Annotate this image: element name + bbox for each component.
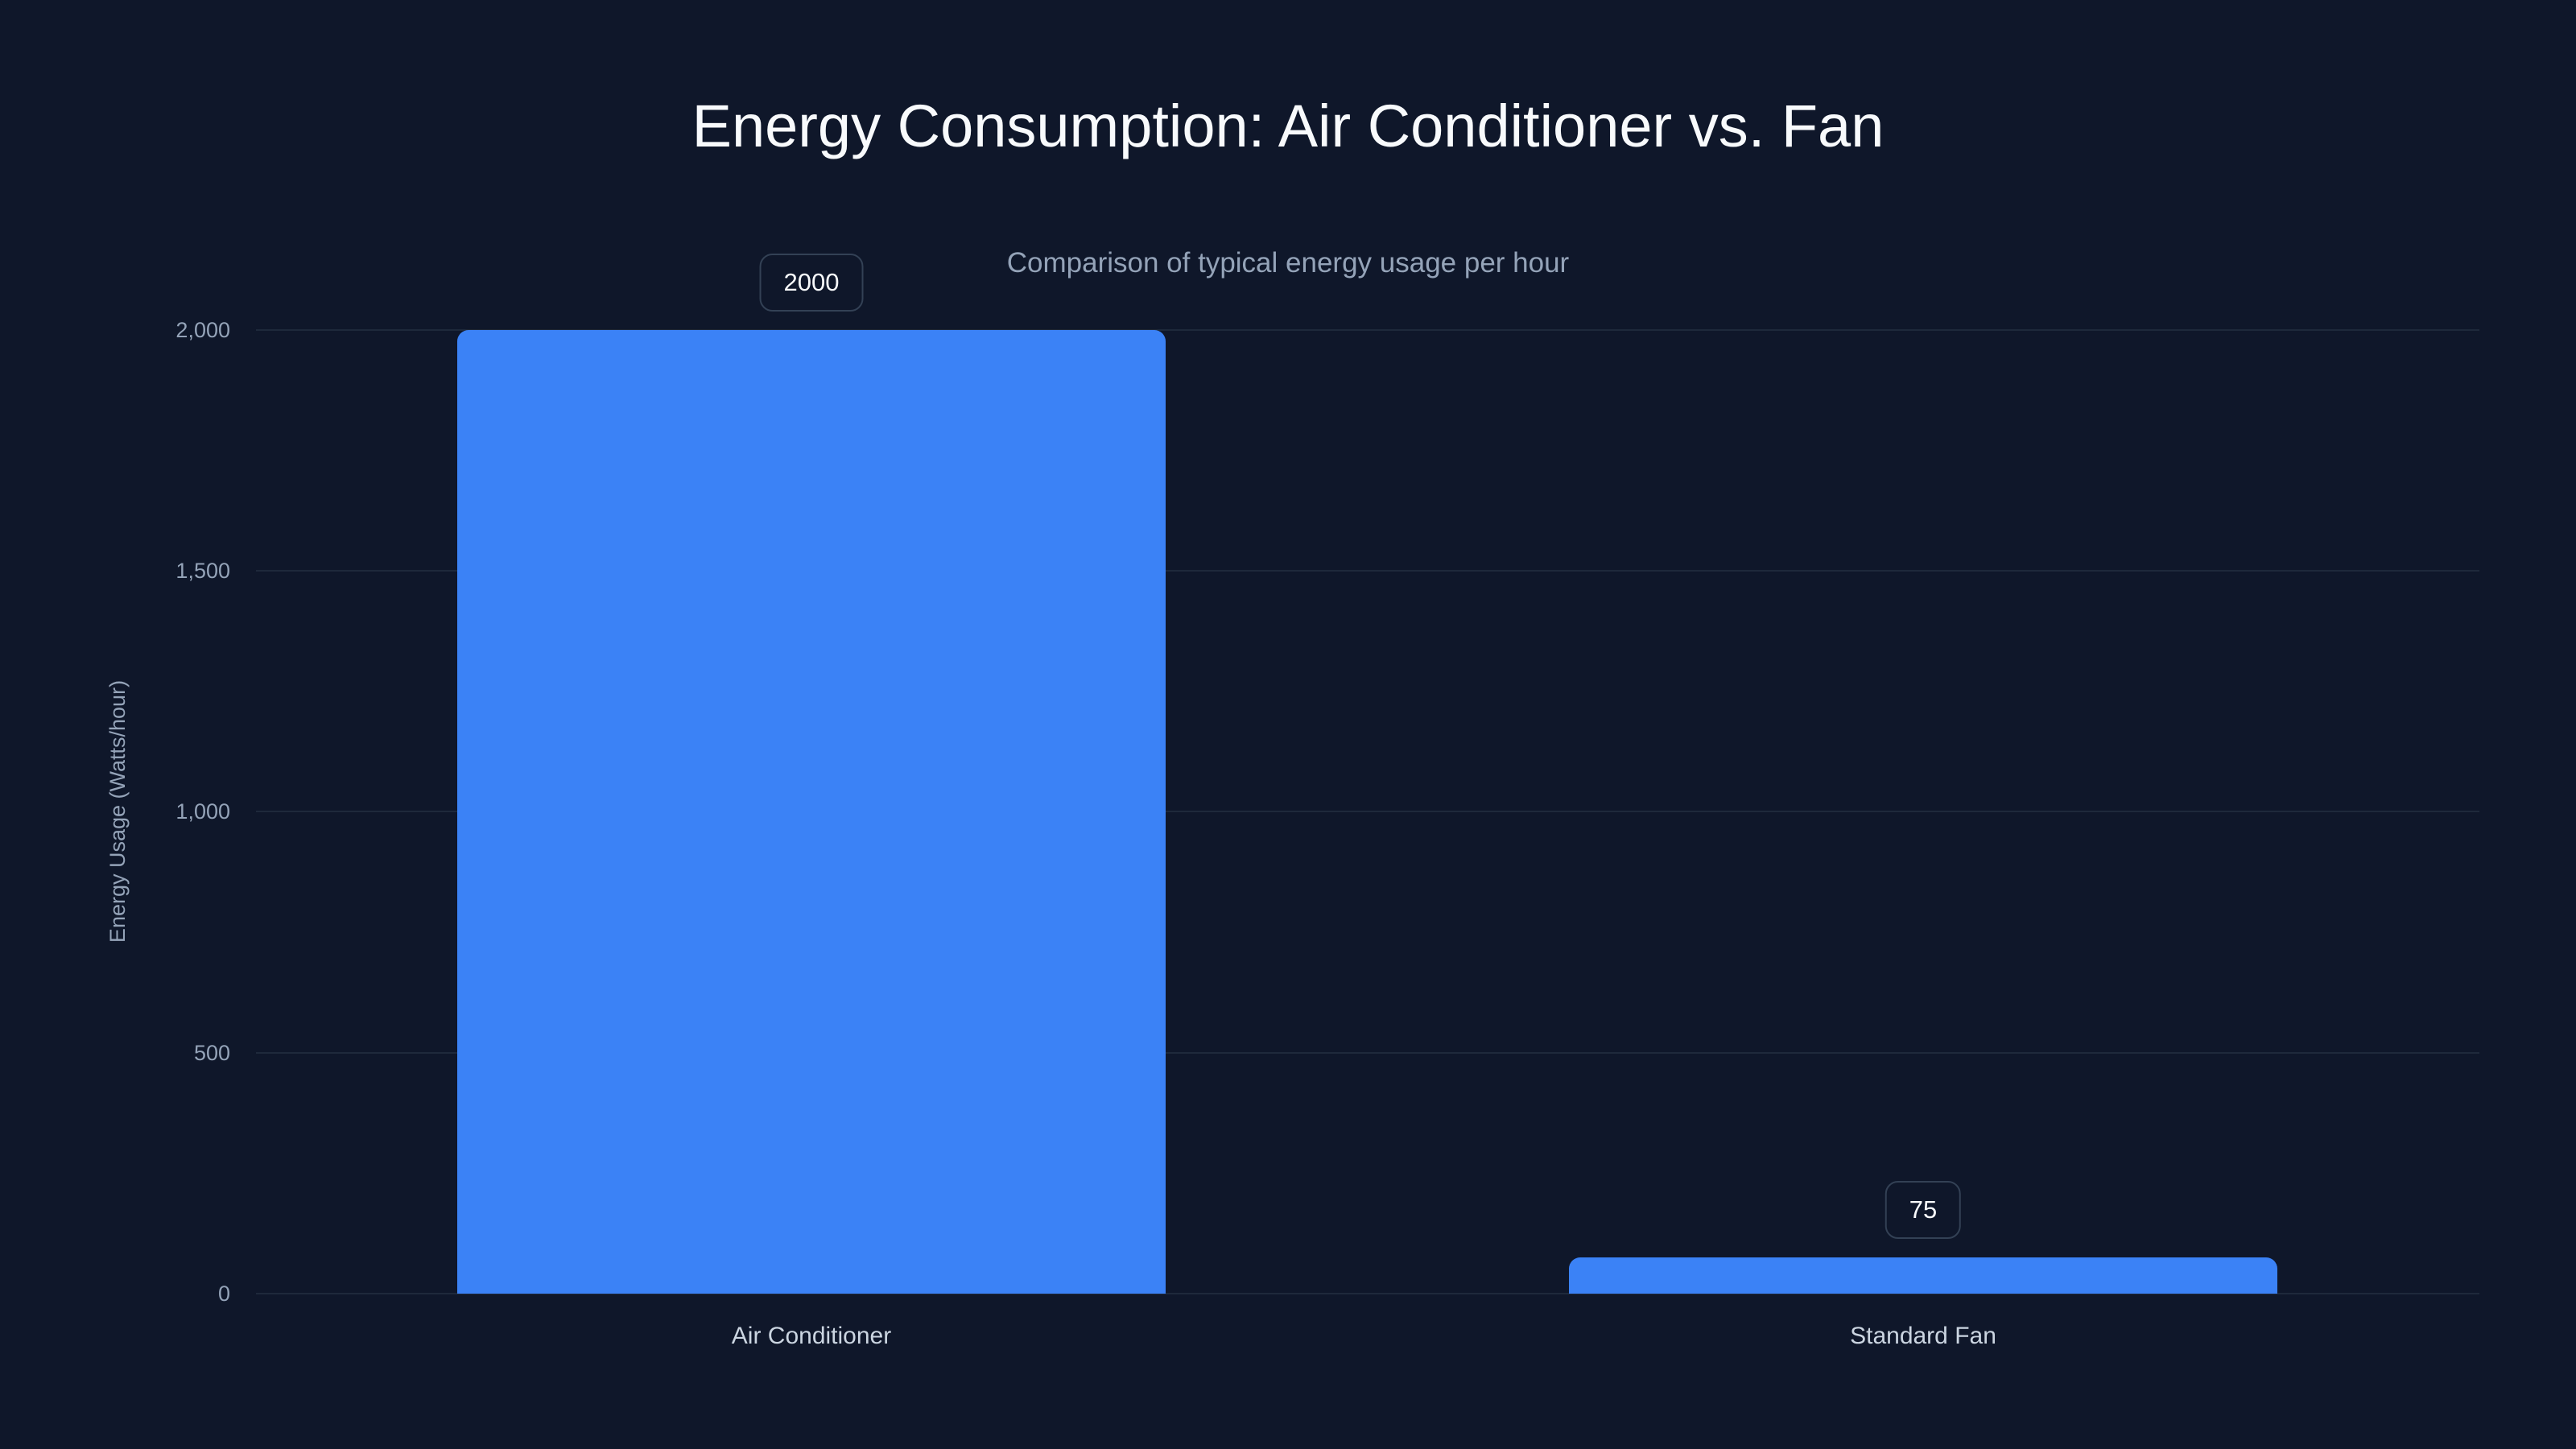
gridline [256, 811, 2479, 812]
y-tick-label: 1,500 [175, 559, 230, 583]
y-tick-label: 1,000 [175, 799, 230, 824]
bar-standard-fan[interactable] [1569, 1257, 2277, 1294]
x-axis-baseline [256, 1293, 2479, 1294]
gridline [256, 329, 2479, 331]
x-tick-label-standard-fan: Standard Fan [1850, 1323, 1996, 1349]
chart-subtitle: Comparison of typical energy usage per h… [1006, 247, 1570, 279]
plot-area: 2,000 1,500 1,000 500 0 2000 75 [175, 254, 2479, 1306]
y-tick-label: 0 [217, 1282, 230, 1306]
gridline [256, 570, 2479, 572]
gridline [256, 1052, 2479, 1054]
chart-title: Energy Consumption: Air Conditioner vs. … [691, 93, 1885, 159]
bar-air-conditioner[interactable] [457, 330, 1166, 1294]
x-tick-label-air-conditioner: Air Conditioner [731, 1323, 892, 1349]
data-label-air-conditioner: 2000 [759, 254, 864, 312]
y-tick-label: 2,000 [175, 318, 230, 342]
y-tick-label: 500 [193, 1041, 230, 1065]
data-label-standard-fan: 75 [1885, 1181, 1962, 1240]
